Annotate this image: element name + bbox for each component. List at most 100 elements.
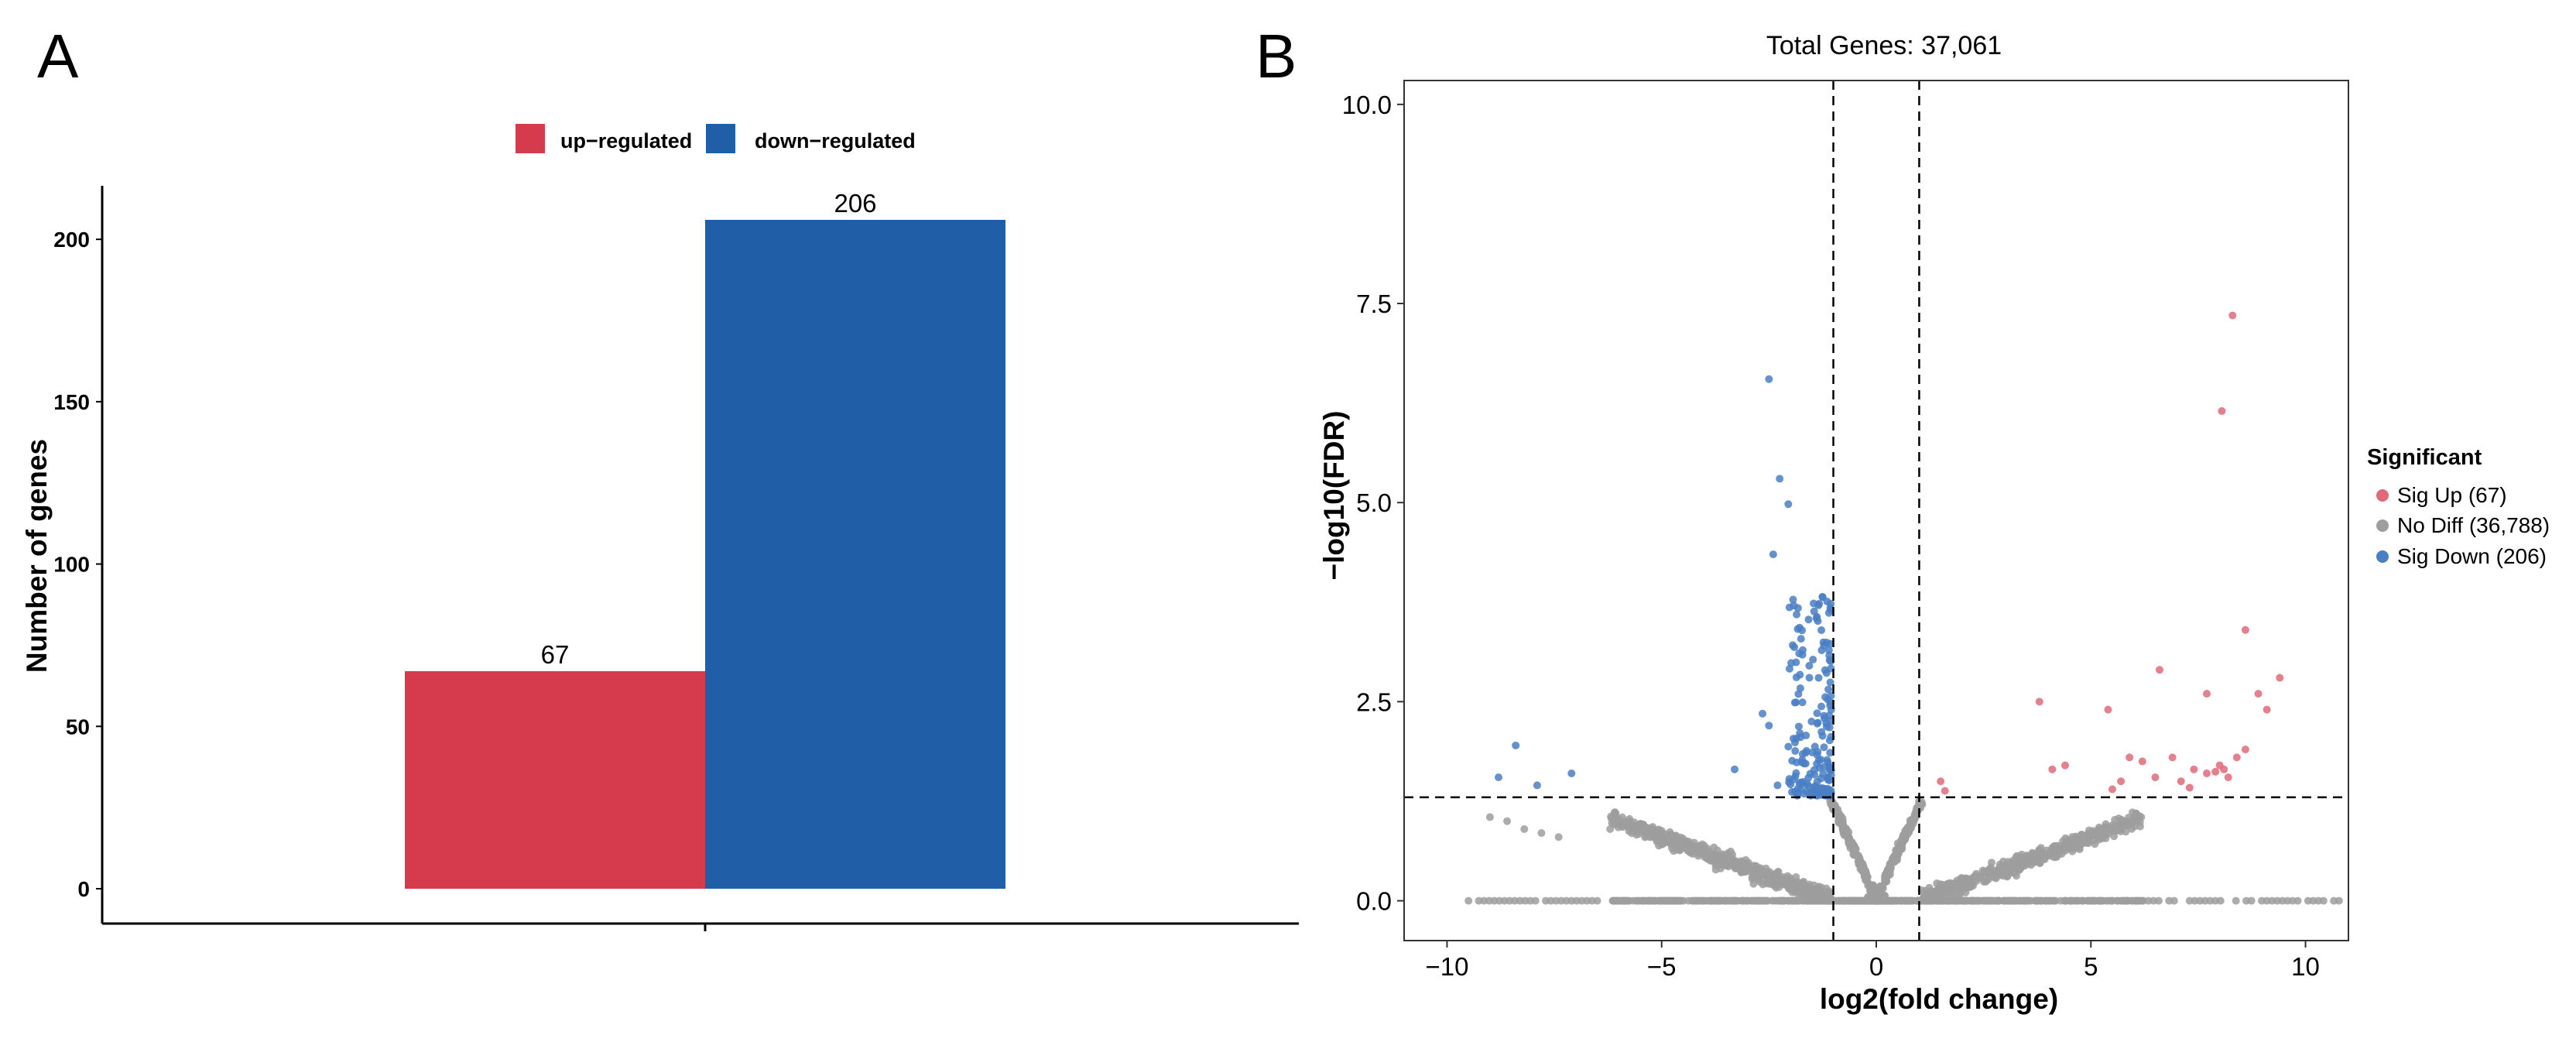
no-diff-point xyxy=(1464,896,1473,905)
panel-a: A up−regulated down−regulated 0 50 100 150 2… xyxy=(21,22,1299,931)
no-diff-point xyxy=(1946,879,1954,887)
legend-label-up-regulated: up−regulated xyxy=(560,129,692,153)
legend-label-no-diff: No Diff (36,788) xyxy=(2397,513,2550,537)
no-diff-point xyxy=(1986,896,1995,905)
bar-up-regulated xyxy=(405,670,705,889)
sig-up-point xyxy=(2263,705,2271,714)
sig-up-point xyxy=(1937,777,1945,786)
sig-down-point xyxy=(1731,765,1738,773)
no-diff-point xyxy=(1982,877,1990,886)
no-diff-point xyxy=(1862,873,1871,882)
sig-up-point xyxy=(2228,311,2237,320)
no-diff-point xyxy=(1610,808,1619,817)
bar-value-label: 67 xyxy=(541,640,570,669)
no-diff-point xyxy=(1593,896,1601,905)
volcano-y-tick-label: 7.5 xyxy=(1356,290,1392,318)
sig-up-point xyxy=(1941,787,1949,795)
no-diff-point xyxy=(1970,875,1978,883)
sig-down-point xyxy=(1820,743,1828,752)
no-diff-point xyxy=(2129,819,2137,828)
no-diff-point xyxy=(1642,832,1650,841)
no-diff-point xyxy=(1812,889,1821,898)
volcano-title: Total Genes: 37,061 xyxy=(1766,31,2002,60)
sig-down-point xyxy=(1825,711,1834,720)
sig-up-point xyxy=(2035,698,2043,706)
sig-down-point xyxy=(1814,674,1823,682)
no-diff-point xyxy=(1728,850,1737,859)
no-diff-point xyxy=(2040,855,2049,864)
sig-down-point xyxy=(1793,604,1802,612)
volcano-plot-frame xyxy=(1403,80,2349,941)
sig-up-point xyxy=(2218,406,2226,415)
no-diff-point xyxy=(1660,896,1669,905)
volcano-x-tick-label: 5 xyxy=(2084,952,2098,981)
no-diff-point xyxy=(2111,815,2119,824)
bar-y-axis-title: Number of genes xyxy=(21,439,53,673)
no-diff-point xyxy=(1676,896,1684,905)
no-diff-point xyxy=(1944,896,1952,905)
no-diff-point xyxy=(1836,817,1845,826)
legend-swatch-down-regulated xyxy=(706,124,735,153)
no-diff-point xyxy=(1645,896,1653,905)
sig-down-point xyxy=(1795,650,1804,658)
volcano-x-tick-label: −5 xyxy=(1647,952,1677,981)
sig-down-point xyxy=(1826,678,1834,687)
sig-down-point xyxy=(1567,769,1576,777)
bar-value-label: 206 xyxy=(834,189,876,218)
sig-down-point xyxy=(1809,656,1817,664)
volcano-y-tick-label: 0.0 xyxy=(1356,887,1392,916)
no-diff-point xyxy=(1979,896,1988,905)
sig-down-point xyxy=(1805,674,1814,682)
legend-swatch-sig-down xyxy=(2376,550,2389,563)
sig-up-point xyxy=(2241,746,2249,754)
no-diff-point xyxy=(1732,857,1740,865)
sig-down-point xyxy=(1798,698,1807,707)
no-diff-point xyxy=(1988,859,1996,867)
sig-down-point xyxy=(1825,723,1834,732)
sig-down-point xyxy=(1813,709,1821,718)
no-diff-point xyxy=(1696,896,1704,905)
panel-b-label: B xyxy=(1255,22,1297,91)
legend-swatch-sig-up xyxy=(2376,489,2389,502)
sig-up-point xyxy=(2126,753,2134,762)
no-diff-point xyxy=(1840,829,1848,838)
sig-up-point xyxy=(2254,690,2263,698)
sig-down-point xyxy=(1804,615,1813,624)
no-diff-point xyxy=(1711,854,1719,862)
no-diff-point xyxy=(1503,817,1512,825)
sig-down-point xyxy=(1825,736,1834,745)
no-diff-point xyxy=(1774,868,1783,876)
sig-down-point xyxy=(1765,375,1773,383)
sig-up-point xyxy=(2241,626,2249,634)
sig-down-point xyxy=(1790,698,1799,707)
no-diff-point xyxy=(1989,867,1998,876)
no-diff-point xyxy=(1631,825,1639,834)
no-diff-point xyxy=(1684,847,1693,855)
sig-down-point xyxy=(1824,685,1833,694)
no-diff-point xyxy=(1961,884,1969,893)
no-diff-point xyxy=(1670,847,1678,855)
sig-down-point xyxy=(1817,783,1826,792)
no-diff-point xyxy=(1904,824,1913,832)
no-diff-point xyxy=(1756,878,1765,886)
no-diff-point xyxy=(1956,879,1965,888)
no-diff-point xyxy=(2154,896,2163,905)
no-diff-point xyxy=(1767,876,1776,884)
no-diff-point xyxy=(2053,851,2061,859)
sig-down-point xyxy=(1793,758,1801,766)
no-diff-point xyxy=(2047,845,2056,854)
volcano-plot: −10 −5 0 5 10 0.0 2.5 5.0 7.5 10.0 xyxy=(1342,81,2348,981)
sig-up-point xyxy=(2177,777,2185,786)
no-diff-point xyxy=(2033,853,2042,862)
no-diff-point xyxy=(1852,845,1860,853)
no-diff-point xyxy=(1698,840,1707,848)
sig-down-point xyxy=(1813,777,1821,786)
sig-down-point xyxy=(1798,626,1807,635)
sig-down-point xyxy=(1815,599,1824,608)
no-diff-point xyxy=(2136,812,2144,821)
no-diff-point xyxy=(2319,896,2328,905)
no-diff-point xyxy=(1924,889,1933,897)
volcano-x-axis-title: log2(fold change) xyxy=(1820,983,2058,1015)
sig-up-point xyxy=(2224,773,2232,782)
sig-down-point xyxy=(1786,780,1795,789)
